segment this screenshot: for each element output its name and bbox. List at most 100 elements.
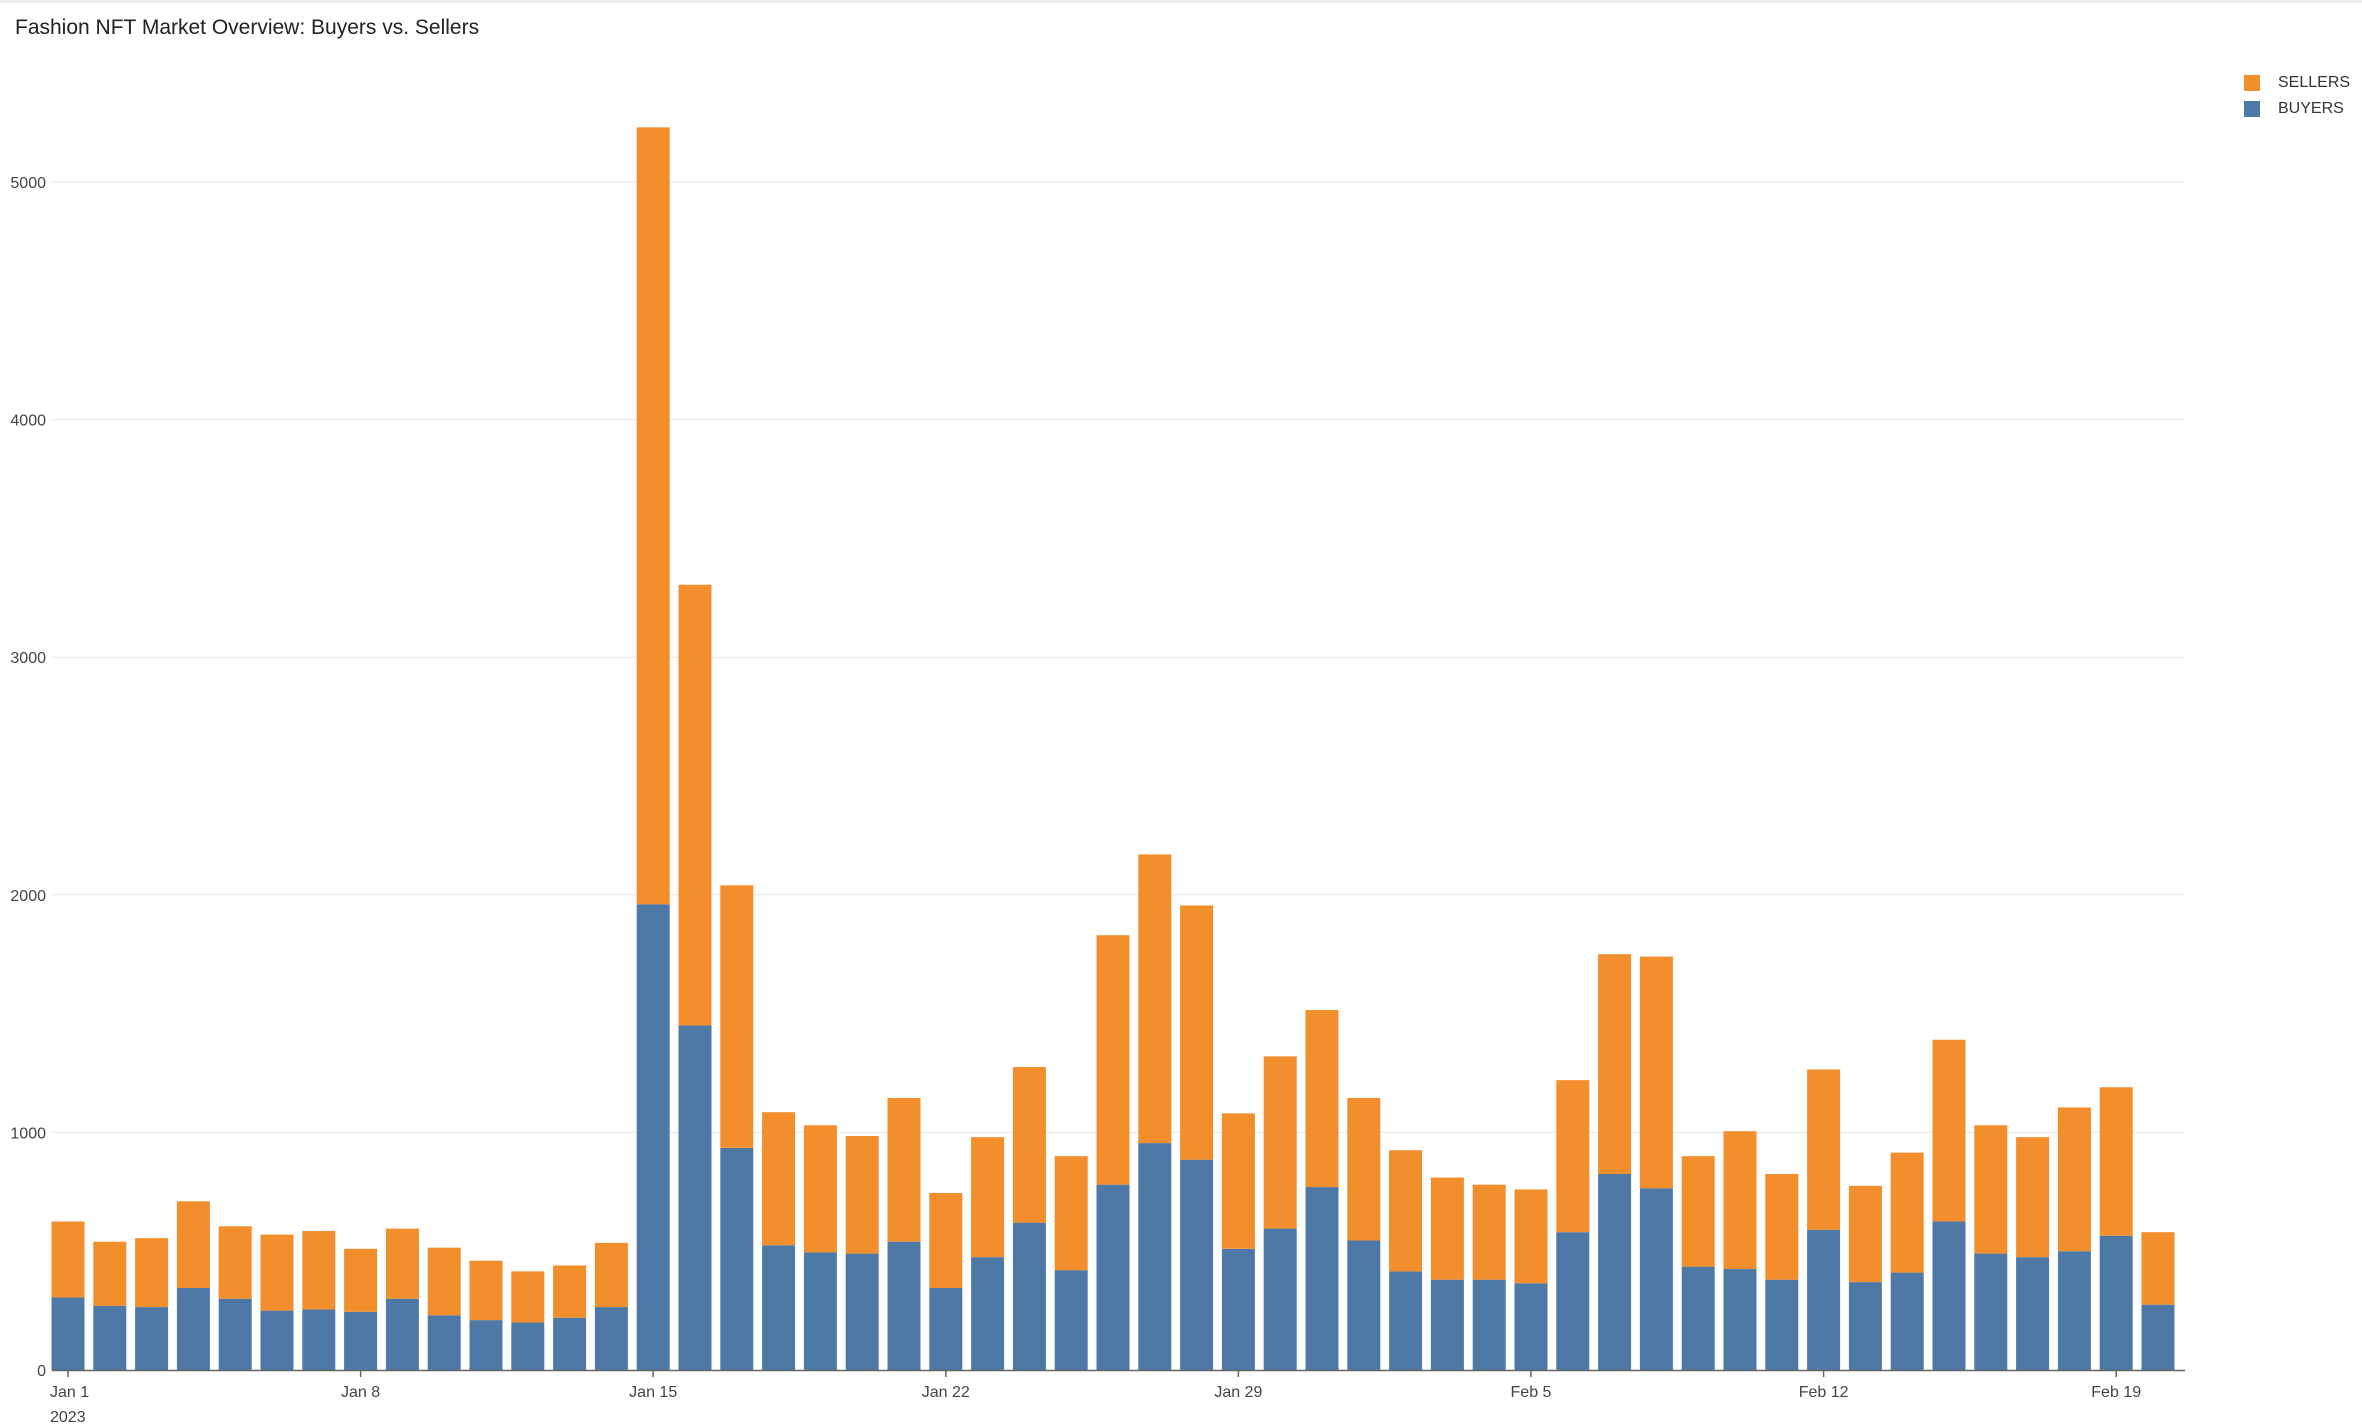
bar-sellers[interactable] — [720, 885, 754, 1148]
bar-sellers[interactable] — [887, 1097, 921, 1242]
bar-sellers[interactable] — [1514, 1189, 1548, 1284]
bar-buyers[interactable] — [427, 1315, 461, 1370]
bar-buyers[interactable] — [803, 1252, 837, 1370]
bar-sellers[interactable] — [2099, 1087, 2133, 1236]
bar-buyers[interactable] — [218, 1298, 252, 1370]
bar-buyers[interactable] — [1138, 1143, 1172, 1370]
bar-sellers[interactable] — [1430, 1177, 1464, 1280]
bar-sellers[interactable] — [469, 1260, 503, 1321]
bar-sellers[interactable] — [1639, 956, 1673, 1189]
bar-sellers[interactable] — [1389, 1150, 1423, 1272]
bar-sellers[interactable] — [511, 1271, 545, 1323]
bar-buyers[interactable] — [1723, 1269, 1757, 1370]
bar-sellers[interactable] — [1012, 1067, 1046, 1223]
bar-sellers[interactable] — [385, 1228, 419, 1299]
bar-sellers[interactable] — [553, 1265, 587, 1318]
bar-buyers[interactable] — [260, 1310, 294, 1370]
bar-buyers[interactable] — [1389, 1271, 1423, 1370]
bar-buyers[interactable] — [1472, 1279, 1506, 1370]
bar-buyers[interactable] — [1347, 1240, 1381, 1370]
bar-sellers[interactable] — [1556, 1080, 1590, 1233]
bar-buyers[interactable] — [1639, 1188, 1673, 1370]
bar-sellers[interactable] — [1180, 905, 1214, 1160]
legend-item-buyers[interactable]: BUYERS — [2244, 96, 2350, 122]
bar-sellers[interactable] — [51, 1221, 85, 1298]
bar-sellers[interactable] — [594, 1242, 628, 1308]
bar-buyers[interactable] — [1807, 1229, 1841, 1370]
bar-sellers[interactable] — [2057, 1107, 2091, 1252]
bar-buyers[interactable] — [1681, 1266, 1715, 1370]
bar-buyers[interactable] — [887, 1241, 921, 1370]
bar-buyers[interactable] — [971, 1257, 1005, 1370]
bar-sellers[interactable] — [2016, 1137, 2050, 1258]
bar-sellers[interactable] — [427, 1247, 461, 1316]
bar-buyers[interactable] — [1096, 1184, 1130, 1370]
bar-buyers[interactable] — [2099, 1235, 2133, 1370]
bar-sellers[interactable] — [93, 1241, 127, 1306]
bar-buyers[interactable] — [762, 1245, 796, 1370]
bar-buyers[interactable] — [2057, 1251, 2091, 1370]
bar-sellers[interactable] — [1932, 1039, 1966, 1222]
bar-buyers[interactable] — [553, 1317, 587, 1370]
bar-buyers[interactable] — [636, 904, 670, 1370]
bar-buyers[interactable] — [51, 1297, 85, 1370]
bar-buyers[interactable] — [1221, 1248, 1255, 1370]
bar-sellers[interactable] — [1765, 1173, 1799, 1280]
bar-buyers[interactable] — [1305, 1187, 1339, 1370]
bar-sellers[interactable] — [1347, 1097, 1381, 1241]
bar-sellers[interactable] — [1138, 854, 1172, 1144]
bar-sellers[interactable] — [929, 1192, 963, 1289]
bar-sellers[interactable] — [135, 1238, 169, 1308]
bar-sellers[interactable] — [1890, 1152, 1924, 1273]
bar-buyers[interactable] — [678, 1025, 712, 1370]
bar-buyers[interactable] — [2141, 1304, 2175, 1370]
bar-buyers[interactable] — [1054, 1270, 1088, 1370]
bar-buyers[interactable] — [1848, 1282, 1882, 1370]
bar-buyers[interactable] — [1556, 1232, 1590, 1370]
bar-buyers[interactable] — [1514, 1283, 1548, 1370]
bar-sellers[interactable] — [636, 127, 670, 905]
bar-buyers[interactable] — [1932, 1221, 1966, 1371]
bar-sellers[interactable] — [1807, 1069, 1841, 1230]
bar-sellers[interactable] — [1305, 1010, 1339, 1188]
bar-sellers[interactable] — [1472, 1184, 1506, 1280]
bar-sellers[interactable] — [1221, 1113, 1255, 1249]
bar-buyers[interactable] — [469, 1320, 503, 1370]
bar-sellers[interactable] — [2141, 1232, 2175, 1305]
bar-buyers[interactable] — [302, 1309, 336, 1370]
bar-sellers[interactable] — [1598, 954, 1632, 1174]
bar-sellers[interactable] — [176, 1201, 210, 1289]
bar-sellers[interactable] — [260, 1234, 294, 1311]
bar-buyers[interactable] — [2016, 1257, 2050, 1370]
bar-buyers[interactable] — [1598, 1173, 1632, 1370]
bar-sellers[interactable] — [678, 584, 712, 1026]
bar-sellers[interactable] — [344, 1248, 378, 1312]
bar-buyers[interactable] — [594, 1307, 628, 1370]
bar-sellers[interactable] — [1263, 1056, 1297, 1229]
bar-sellers[interactable] — [803, 1125, 837, 1253]
bar-buyers[interactable] — [176, 1288, 210, 1370]
bar-sellers[interactable] — [1096, 935, 1130, 1185]
bar-sellers[interactable] — [302, 1231, 336, 1310]
bar-buyers[interactable] — [1180, 1159, 1214, 1370]
bar-buyers[interactable] — [1263, 1228, 1297, 1370]
bar-sellers[interactable] — [1974, 1125, 2008, 1254]
bar-sellers[interactable] — [1848, 1185, 1882, 1283]
bar-buyers[interactable] — [93, 1305, 127, 1370]
bar-sellers[interactable] — [218, 1226, 252, 1299]
bar-sellers[interactable] — [1723, 1131, 1757, 1270]
bar-buyers[interactable] — [344, 1311, 378, 1370]
bar-buyers[interactable] — [1430, 1279, 1464, 1370]
bar-buyers[interactable] — [1974, 1253, 2008, 1370]
bar-buyers[interactable] — [385, 1298, 419, 1370]
bar-sellers[interactable] — [845, 1135, 879, 1254]
bar-buyers[interactable] — [720, 1147, 754, 1370]
bar-sellers[interactable] — [762, 1112, 796, 1246]
bar-buyers[interactable] — [1765, 1279, 1799, 1370]
bar-buyers[interactable] — [135, 1307, 169, 1370]
bar-buyers[interactable] — [511, 1322, 545, 1370]
bar-sellers[interactable] — [971, 1137, 1005, 1258]
bar-buyers[interactable] — [929, 1288, 963, 1370]
legend-item-sellers[interactable]: SELLERS — [2244, 70, 2350, 96]
bar-buyers[interactable] — [1890, 1272, 1924, 1370]
